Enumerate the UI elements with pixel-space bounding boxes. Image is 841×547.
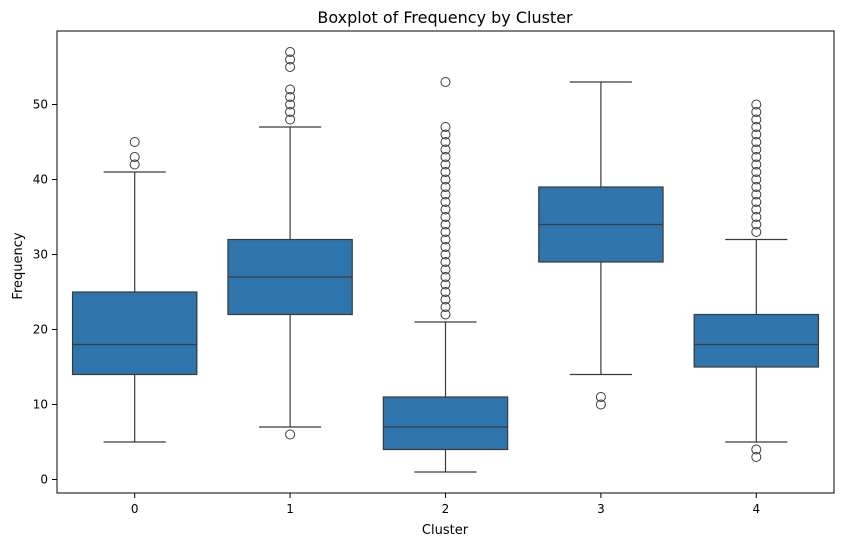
outlier-point [440,174,451,185]
box [693,313,820,368]
outlier-point [751,152,762,162]
outlier-point [440,197,451,207]
outlier-point [440,249,451,260]
x-tick-label: 4 [752,502,760,516]
outlier-point [751,219,762,230]
outlier-point [440,234,451,245]
outlier-point [440,159,451,170]
outlier-point [440,212,451,222]
outlier-point [751,137,762,147]
outlier-point [751,212,762,222]
outlier-point [440,242,451,252]
outlier-point [751,159,762,170]
outlier-point [751,189,762,200]
chart-title: Boxplot of Frequency by Cluster [317,8,573,27]
outlier-point [285,54,296,65]
outlier-point [285,99,296,110]
plot-area: 0 10 20 30 40 50 0 1 2 3 4 [33,30,835,516]
outlier-point [751,114,762,125]
outlier-point [440,302,451,312]
outlier-point [440,294,451,305]
outlier-point [440,189,451,200]
outlier-point [440,227,451,237]
outlier-point [751,197,762,207]
outlier-point [751,452,762,462]
x-axis-label: Cluster [422,523,469,538]
y-tick-label: 0 [40,473,48,487]
outlier-point [285,84,296,95]
outlier-point [440,137,451,147]
outlier-point [440,144,451,155]
outlier-point [595,399,606,410]
outlier-point [751,174,762,185]
outlier-point [285,429,296,440]
y-tick-label: 10 [33,398,48,412]
outlier-point [285,47,296,57]
outlier-point [440,77,451,87]
outlier-point [751,122,762,132]
outlier-point [440,264,451,275]
outlier-point [440,152,451,162]
outlier-point [751,182,762,192]
x-tick-label: 2 [442,502,450,516]
y-tick-label: 30 [33,248,48,262]
outlier-point [285,92,296,102]
outlier-point [285,62,296,72]
outlier-point [751,99,762,110]
x-tick-label: 0 [131,502,139,516]
outlier-point [285,107,296,117]
y-axis-label: Frequency [11,232,26,299]
y-tick-label: 40 [33,173,48,187]
outlier-point [751,107,762,117]
outlier-point [129,159,140,170]
outlier-point [751,227,762,237]
x-tick-label: 3 [597,502,605,516]
outlier-point [440,219,451,230]
outlier-point [129,137,140,147]
outlier-point [440,129,451,140]
outlier-point [751,167,762,177]
x-tick-label: 1 [286,502,294,516]
outlier-point [440,287,451,297]
outlier-point [440,122,451,132]
box [71,291,198,376]
outlier-point [440,182,451,192]
outlier-point [440,279,451,290]
box [382,396,509,451]
outlier-point [751,204,762,215]
y-tick-label: 20 [33,323,48,337]
outlier-point [440,257,451,267]
outlier-point [440,204,451,215]
outlier-point [751,144,762,155]
y-tick-label: 50 [33,98,48,112]
outlier-point [129,152,140,162]
outlier-point [440,167,451,177]
outlier-point [595,392,606,402]
outlier-point [440,272,451,282]
outlier-point [751,444,762,455]
outlier-point [285,114,296,125]
outlier-point [440,309,451,320]
outlier-point [751,129,762,140]
